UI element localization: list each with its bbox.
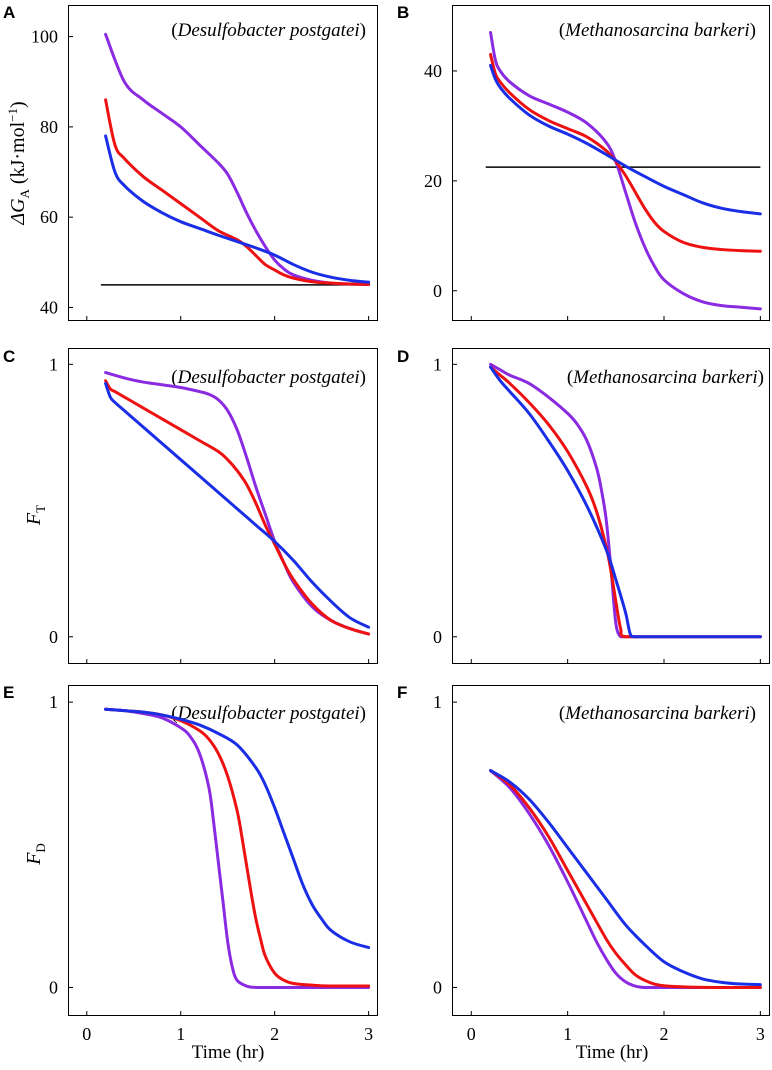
organism-label-c: (Desulfobacter postgatei): [171, 367, 366, 388]
y-tick-label-f: 1: [433, 692, 442, 712]
x-tick-label-f: 2: [660, 1024, 669, 1044]
plot-frame-c: [68, 348, 378, 664]
series-line-purple-e: [104, 707, 371, 989]
series-group-c: [104, 371, 371, 636]
plot-frame-a: [68, 5, 378, 321]
y-ticks-b: 0 20 40: [424, 61, 457, 301]
x-tick-label-f: 1: [563, 1024, 572, 1044]
y-ticks-c: 01: [49, 354, 73, 647]
series-line-red-b: [489, 52, 762, 253]
series-line-blue-d: [489, 365, 762, 639]
series-group-f: [489, 769, 762, 989]
y-tick-label-b: 0: [433, 281, 442, 301]
y-tick-label-a: 40: [40, 297, 58, 317]
y-ticks-e: 01: [49, 692, 73, 997]
panel-label-c: C: [3, 347, 15, 366]
series-line-red-f: [489, 769, 762, 989]
organism-label-e: (Desulfobacter postgatei): [171, 703, 366, 724]
series-line-red-c: [104, 379, 371, 636]
x-tick-label-e: 2: [270, 1024, 279, 1044]
y-tick-label-c: 1: [49, 354, 58, 374]
series-line-blue-e: [104, 707, 371, 950]
x-ticks-e: 0 1 2 3: [82, 1011, 373, 1044]
series-line-purple-b: [489, 30, 762, 311]
plot-frame-d: [452, 348, 770, 664]
x-tick-label-e: 0: [82, 1024, 91, 1044]
x-ticks-d: [470, 659, 761, 664]
y-axis-label-a: ΔGA (kJ·mol−1): [5, 101, 32, 225]
panel-label-e: E: [3, 683, 14, 702]
y-ticks-f: 01: [433, 692, 457, 997]
plot-frame-b: [452, 5, 770, 321]
panel-c: C (Desulfobacter postgatei) FT 01: [3, 347, 378, 664]
series-line-blue-a: [104, 134, 371, 284]
series-group-b: [485, 30, 762, 311]
panel-b: B (Methanosarcina barkeri) 0 20 40: [397, 3, 770, 321]
series-line-purple-c: [104, 371, 371, 636]
y-tick-label-a: 100: [31, 27, 58, 47]
series-line-red-d: [489, 365, 762, 639]
organism-label-d: (Methanosarcina barkeri): [567, 367, 764, 388]
panel-label-f: F: [397, 683, 407, 702]
y-ticks-d: 01: [433, 354, 457, 647]
x-ticks-c: [86, 659, 370, 664]
x-tick-label-e: 1: [176, 1024, 185, 1044]
y-tick-label-e: 0: [49, 977, 58, 997]
x-tick-label-f: 3: [756, 1024, 765, 1044]
y-ticks-a: 40 60 80 100: [31, 27, 73, 317]
organism-label-f: (Methanosarcina barkeri): [559, 703, 756, 724]
organism-label-a: (Desulfobacter postgatei): [171, 20, 366, 41]
plot-frame-f: [452, 685, 770, 1016]
series-group-a: [100, 32, 371, 286]
x-axis-label-e: Time (hr): [192, 1042, 265, 1063]
y-tick-label-b: 20: [424, 171, 442, 191]
y-tick-label-d: 1: [433, 354, 442, 374]
y-tick-label-c: 0: [49, 627, 58, 647]
y-axis-label-c: FT: [23, 505, 48, 526]
series-line-blue-c: [104, 381, 371, 629]
series-line-red-e: [104, 707, 371, 988]
plot-frame-e: [68, 685, 378, 1016]
series-group-d: [489, 362, 762, 639]
y-axis-label-e: FD: [23, 843, 48, 866]
series-line-blue-f: [489, 769, 762, 987]
x-tick-label-e: 3: [364, 1024, 373, 1044]
y-tick-label-d: 0: [433, 627, 442, 647]
x-ticks-b: [470, 316, 761, 321]
series-line-purple-f: [489, 769, 762, 989]
y-tick-label-b: 40: [424, 61, 442, 81]
panel-a: A (Desulfobacter postgatei) ΔGA (kJ·mol−…: [3, 3, 378, 321]
panel-label-d: D: [397, 347, 409, 366]
x-tick-label-f: 0: [467, 1024, 476, 1044]
panel-d: D (Methanosarcina barkeri) 01: [397, 347, 770, 664]
x-ticks-f: 0 1 2 3: [467, 1011, 765, 1044]
y-tick-label-e: 1: [49, 692, 58, 712]
x-ticks-a: [86, 316, 370, 321]
x-axis-label-f: Time (hr): [576, 1042, 649, 1063]
panel-label-a: A: [3, 3, 15, 22]
series-line-red-a: [104, 98, 371, 286]
y-tick-label-a: 80: [40, 117, 58, 137]
y-tick-label-f: 0: [433, 977, 442, 997]
panel-label-b: B: [397, 3, 409, 22]
series-group-e: [104, 707, 371, 989]
organism-label-b: (Methanosarcina barkeri): [559, 20, 756, 41]
series-line-purple-a: [104, 32, 371, 286]
series-line-blue-b: [489, 63, 762, 216]
y-tick-label-a: 60: [40, 207, 58, 227]
